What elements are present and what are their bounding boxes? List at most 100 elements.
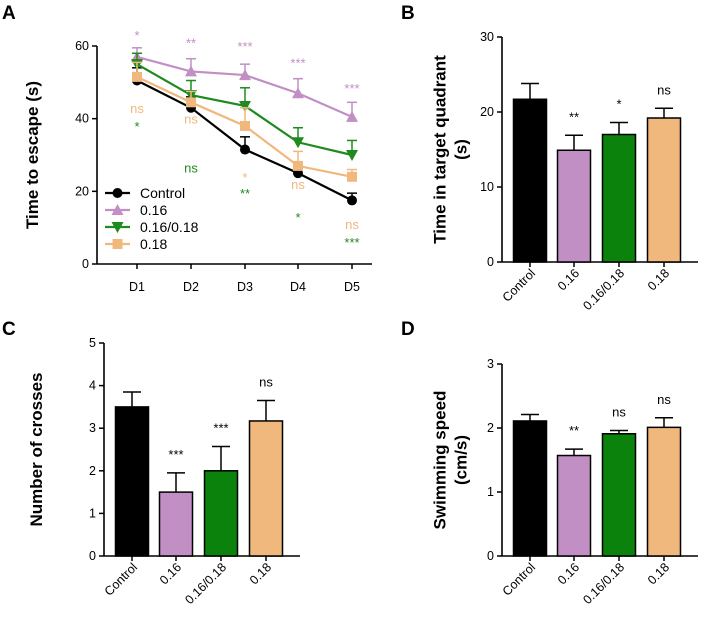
y-tick-label: 40	[75, 112, 89, 126]
significance-label: ns	[345, 217, 359, 232]
y-tick-label: 2	[89, 464, 96, 478]
data-point	[240, 120, 250, 131]
significance-label: *	[134, 28, 139, 43]
x-tick-label: 0.16	[555, 560, 582, 587]
x-tick-label: 0.16	[157, 560, 184, 587]
y-tick-label: 0	[89, 549, 96, 563]
bar	[158, 491, 194, 557]
x-tick-label: Control	[102, 560, 140, 598]
significance-label: **	[240, 186, 250, 201]
y-axis-title: Swimming speed	[431, 391, 450, 530]
y-tick-label: 30	[480, 30, 494, 44]
panel-letter-a: A	[2, 3, 16, 24]
significance-label: ***	[237, 39, 252, 54]
data-point	[132, 71, 142, 82]
significance-label: ns	[259, 375, 273, 390]
x-tick-label: 0.16/0.18	[182, 560, 229, 607]
y-tick-label: 20	[75, 184, 89, 198]
significance-label: ns	[657, 82, 671, 97]
y-tick-label: 4	[89, 379, 96, 393]
x-tick-label: Control	[500, 560, 538, 598]
chart-panel-b: 0 10 20 30 Control 0.16 ** 0.16/0.18 * 0.18 ns Time…	[431, 30, 698, 313]
y-tick-label: 1	[89, 506, 96, 520]
significance-label: ns	[130, 101, 144, 116]
significance-label: ***	[168, 447, 183, 462]
y-axis-title: (s)	[452, 139, 471, 160]
bar	[512, 420, 548, 557]
x-tick-label: 0.18	[645, 560, 672, 587]
y-axis-title: Time in target quadrant	[431, 55, 450, 244]
significance-label: ***	[344, 81, 359, 96]
legend-label: 0.16	[140, 202, 167, 218]
x-tick-label: 0.16/0.18	[580, 560, 627, 607]
legend-marker	[112, 239, 123, 249]
legend-marker	[112, 188, 123, 198]
x-tick-label: 0.18	[247, 560, 274, 587]
panel-letter-d: D	[401, 319, 415, 340]
significance-label: ns	[657, 392, 671, 407]
x-tick-label: D2	[183, 280, 199, 294]
x-tick-label: D4	[290, 280, 306, 294]
significance-label: *	[616, 97, 621, 112]
y-axis-title: Time to escape (s)	[23, 81, 42, 229]
x-tick-label: D5	[344, 280, 360, 294]
x-tick-label: D3	[237, 280, 253, 294]
y-axis-title: (cm/s)	[452, 435, 471, 485]
y-tick-label: 5	[89, 336, 96, 350]
y-tick-label: 3	[487, 357, 494, 371]
y-tick-label: 0	[82, 257, 89, 271]
bar	[114, 406, 150, 557]
panel-letter-c: C	[2, 319, 16, 340]
bar	[646, 426, 682, 557]
data-point	[186, 97, 196, 108]
bar	[556, 454, 592, 557]
y-axis-title: Number of crosses	[27, 373, 46, 527]
bar	[248, 420, 284, 557]
y-tick-label: 60	[75, 39, 89, 53]
y-tick-label: 10	[480, 180, 494, 194]
significance-label: *	[242, 170, 247, 185]
chart-panel-d: 0 1 2 3 Control 0.16 ** 0.16/0.18 ns 0.18 ns Swimmi…	[431, 357, 698, 607]
significance-label: ns	[184, 161, 198, 176]
significance-label: *	[134, 119, 139, 134]
legend-label: 0.18	[140, 236, 167, 252]
x-tick-label: 0.18	[645, 266, 672, 293]
significance-label: *	[295, 210, 300, 225]
data-point	[239, 69, 251, 81]
y-tick-label: 2	[487, 421, 494, 435]
significance-label: ns	[184, 112, 198, 127]
legend-marker	[111, 222, 124, 233]
x-tick-label: 0.16	[555, 266, 582, 293]
x-tick-label: D1	[129, 280, 145, 294]
data-point	[346, 150, 358, 161]
bar	[556, 149, 592, 263]
data-point	[347, 195, 357, 206]
bar	[601, 133, 637, 263]
significance-label: ns	[612, 405, 626, 420]
panel-letter-b: B	[401, 3, 415, 24]
data-point	[185, 65, 197, 77]
bar	[512, 98, 548, 263]
x-tick-label: 0.16/0.18	[580, 266, 627, 313]
y-tick-label: 0	[487, 255, 494, 269]
y-tick-label: 0	[487, 549, 494, 563]
significance-label: ***	[213, 421, 228, 436]
data-point	[292, 137, 304, 149]
x-tick-label: Control	[500, 266, 538, 304]
bar	[646, 117, 682, 263]
significance-label: **	[186, 35, 196, 50]
significance-label: **	[569, 423, 579, 438]
data-point	[239, 100, 251, 112]
legend-label: Control	[140, 185, 185, 201]
significance-label: ***	[344, 235, 359, 250]
data-point	[346, 110, 358, 122]
data-point	[293, 160, 303, 171]
y-tick-label: 20	[480, 105, 494, 119]
significance-label: ***	[290, 55, 305, 70]
y-tick-label: 3	[89, 421, 96, 435]
data-point	[292, 87, 304, 99]
data-point	[240, 144, 250, 155]
bar	[203, 470, 239, 557]
bar	[601, 433, 637, 557]
